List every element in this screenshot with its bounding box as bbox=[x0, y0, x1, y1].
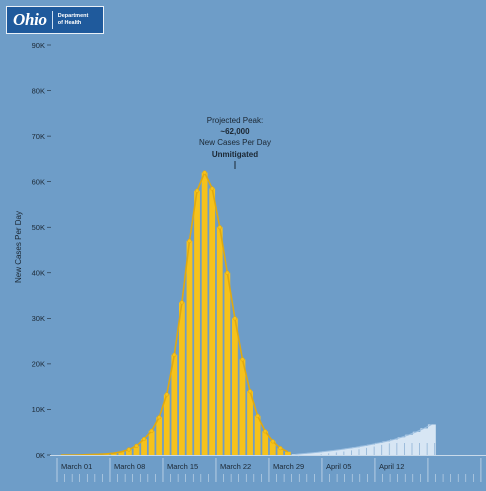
y-tick-label: 50K bbox=[32, 223, 45, 232]
y-axis: 0K 10K 20K 30K 40K 50K 60K 70K 80K 90K bbox=[32, 41, 51, 460]
unmitigated-point bbox=[248, 389, 252, 393]
unmitigated-point bbox=[256, 414, 260, 418]
unmitigated-bar bbox=[217, 227, 223, 455]
unmitigated-point bbox=[127, 448, 131, 452]
x-tick-label: March 08 bbox=[114, 462, 145, 471]
unmitigated-bar bbox=[194, 191, 200, 455]
unmitigated-point bbox=[157, 415, 161, 419]
x-axis: March 01 March 08 March 15 March 22 March 29… bbox=[50, 456, 486, 483]
unmitigated-bar bbox=[171, 355, 177, 455]
y-tick-label: 10K bbox=[32, 405, 45, 414]
y-tick-label: 90K bbox=[32, 41, 45, 50]
unmitigated-bar bbox=[202, 173, 208, 455]
unmitigated-series bbox=[61, 171, 291, 455]
ohio-logo: Ohio Department of Health bbox=[6, 6, 104, 34]
peak-annotation-line2: ~62,000 bbox=[220, 127, 250, 136]
mitigated-series bbox=[292, 424, 436, 456]
unmitigated-bar bbox=[232, 318, 238, 455]
unmitigated-bar bbox=[224, 273, 230, 455]
peak-annotation: Projected Peak: ~62,000 New Cases Per Da… bbox=[199, 116, 271, 169]
unmitigated-bar bbox=[285, 452, 291, 455]
logo-department-text: Department of Health bbox=[58, 13, 89, 27]
y-tick-label: 40K bbox=[32, 269, 45, 278]
x-tick-label: March 15 bbox=[167, 462, 198, 471]
unmitigated-bar bbox=[164, 394, 170, 455]
x-tick-label: March 01 bbox=[61, 462, 92, 471]
unmitigated-point bbox=[210, 187, 214, 191]
y-tick-label: 80K bbox=[32, 86, 45, 95]
unmitigated-point bbox=[150, 429, 154, 433]
unmitigated-point bbox=[233, 317, 237, 321]
unmitigated-point bbox=[195, 189, 199, 193]
logo-wordmark: Ohio bbox=[13, 10, 47, 30]
unmitigated-bar bbox=[240, 359, 246, 455]
unmitigated-point bbox=[165, 393, 169, 397]
logo-divider bbox=[52, 11, 53, 29]
y-axis-label: New Cases Per Day bbox=[14, 211, 23, 283]
unmitigated-point bbox=[279, 446, 283, 450]
unmitigated-point bbox=[263, 430, 267, 434]
unmitigated-point bbox=[142, 437, 146, 441]
unmitigated-bar bbox=[247, 391, 253, 455]
unmitigated-bar bbox=[149, 431, 155, 455]
unmitigated-point bbox=[271, 440, 275, 444]
unmitigated-point bbox=[180, 301, 184, 305]
unmitigated-point bbox=[188, 239, 192, 243]
y-tick-label: 0K bbox=[36, 451, 45, 460]
unmitigated-point bbox=[241, 358, 245, 362]
peak-annotation-line1: Projected Peak: bbox=[207, 116, 263, 125]
y-tick-label: 30K bbox=[32, 314, 45, 323]
unmitigated-point bbox=[226, 271, 230, 275]
unmitigated-bar bbox=[209, 189, 215, 456]
unmitigated-point bbox=[173, 353, 177, 357]
x-tick-label: April 05 bbox=[326, 462, 351, 471]
logo-department-line1: Department bbox=[58, 13, 89, 19]
y-tick-label: 60K bbox=[32, 177, 45, 186]
y-tick-label: 20K bbox=[32, 360, 45, 369]
unmitigated-bar bbox=[156, 417, 162, 455]
peak-annotation-line4: Unmitigated bbox=[212, 150, 258, 159]
unmitigated-point bbox=[203, 171, 207, 175]
y-tick-label: 70K bbox=[32, 132, 45, 141]
x-tick-label: March 22 bbox=[220, 462, 251, 471]
unmitigated-bar bbox=[179, 302, 185, 455]
x-tick-label: March 29 bbox=[273, 462, 304, 471]
logo-department-line2: of Health bbox=[58, 20, 82, 26]
x-tick-label: April 12 bbox=[379, 462, 404, 471]
unmitigated-point bbox=[135, 444, 139, 448]
peak-annotation-line3: New Cases Per Day bbox=[199, 138, 271, 147]
unmitigated-bar bbox=[187, 241, 193, 455]
unmitigated-point bbox=[218, 225, 222, 229]
